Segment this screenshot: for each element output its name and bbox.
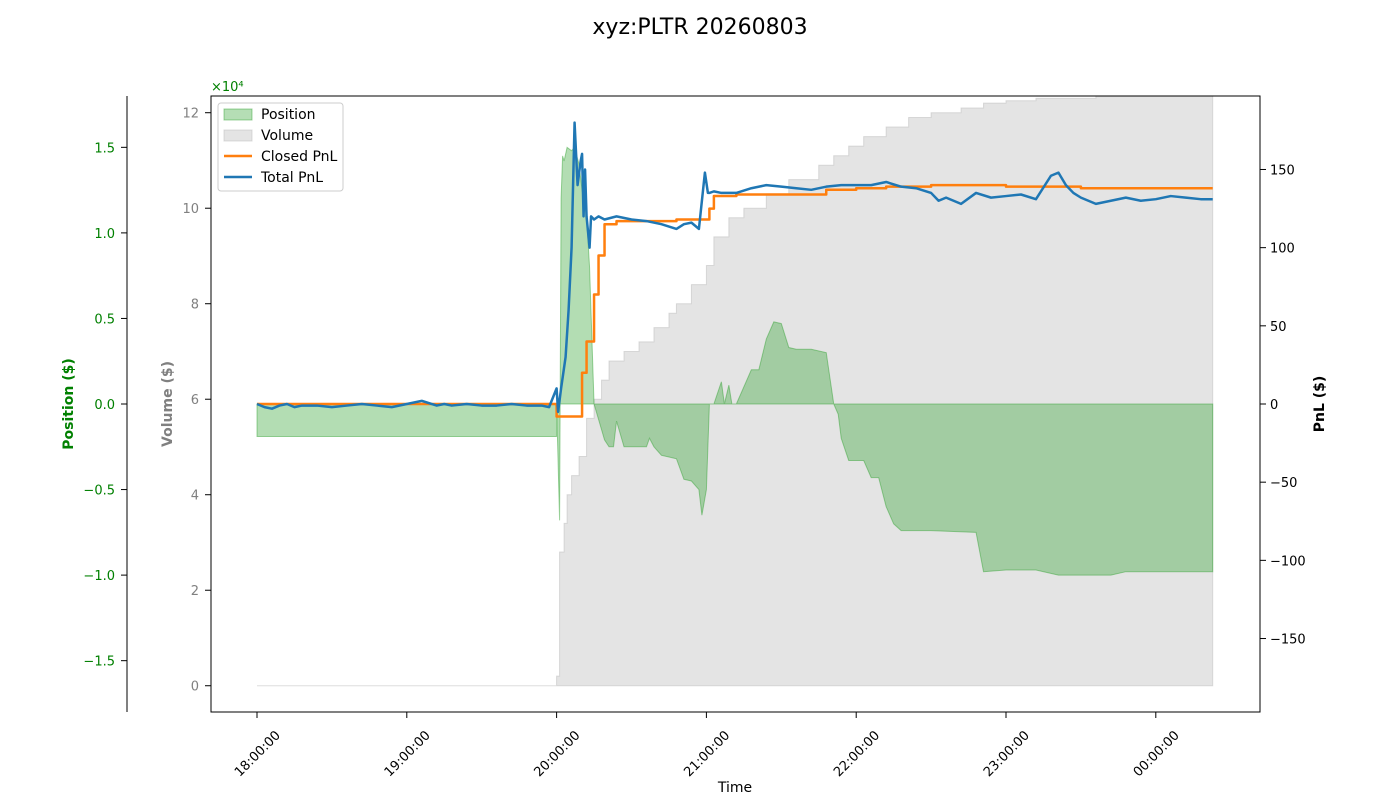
time-tick-label: 23:00:00 [981,728,1033,780]
chart-title: xyz:PLTR 20260803 [592,15,807,40]
position-axis-label: Position ($) [61,358,77,450]
position-tick-label: 1.5 [94,141,115,156]
pnl-axis-label: PnL ($) [1312,376,1328,433]
legend-box [217,102,344,192]
series-volume-area [257,95,1214,687]
legend-swatch-position [223,108,253,121]
legend-label-closed-pnl: Closed PnL [261,149,338,165]
time-tick-label: 00:00:00 [1131,728,1183,780]
volume-tick-label: 4 [191,489,199,504]
time-axis: 18:00:00 19:00:00 20:00:00 21:00:00 22:00:00… [232,712,1183,780]
position-multiplier: ×10⁴ [211,80,244,95]
pnl-axis: −150 −100 −50 0 50 100 150 [1260,163,1306,648]
position-tick-label: 0.0 [94,398,115,413]
legend-swatch-volume [223,129,253,142]
position-tick-label: 0.5 [94,312,115,327]
volume-axis: 0 2 4 6 8 10 12 [182,107,211,695]
volume-tick-label: 0 [191,680,199,695]
pnl-tick-label: 0 [1270,398,1278,413]
volume-tick-label: 10 [182,202,199,217]
volume-tick-label: 8 [191,298,199,313]
pnl-tick-label: 100 [1270,242,1295,257]
time-tick-label: 19:00:00 [382,728,434,780]
position-tick-label: −1.0 [83,569,115,584]
position-tick-label: −1.5 [83,655,115,670]
x-axis-label: Time [717,780,752,796]
pnl-tick-label: −150 [1270,633,1306,648]
legend-label-total-pnl: Total PnL [260,170,323,186]
legend-label-volume: Volume [261,128,313,144]
time-tick-label: 18:00:00 [232,728,284,780]
position-tick-label: −0.5 [83,484,115,499]
pnl-tick-label: −100 [1270,554,1306,569]
position-axis: −1.5 −1.0 −0.5 0.0 0.5 1.0 1.5 [83,141,127,670]
volume-axis-label: Volume ($) [160,361,176,447]
plot-area [256,95,1214,687]
position-tick-label: 1.0 [94,227,115,242]
volume-tick-label: 12 [182,107,199,122]
time-tick-label: 21:00:00 [681,728,733,780]
pnl-tick-label: 150 [1270,163,1295,178]
legend-label-position: Position [261,107,316,123]
time-tick-label: 22:00:00 [831,728,883,780]
volume-tick-label: 6 [191,393,199,408]
series-closed-pnl-line [257,183,1213,418]
volume-tick-label: 2 [191,584,199,599]
legend: Position Volume Closed PnL Total PnL [217,102,344,192]
series-total-pnl-line [256,121,1213,414]
pnl-tick-label: 50 [1270,320,1287,335]
pnl-tick-label: −50 [1270,476,1297,491]
time-tick-label: 20:00:00 [532,728,584,780]
